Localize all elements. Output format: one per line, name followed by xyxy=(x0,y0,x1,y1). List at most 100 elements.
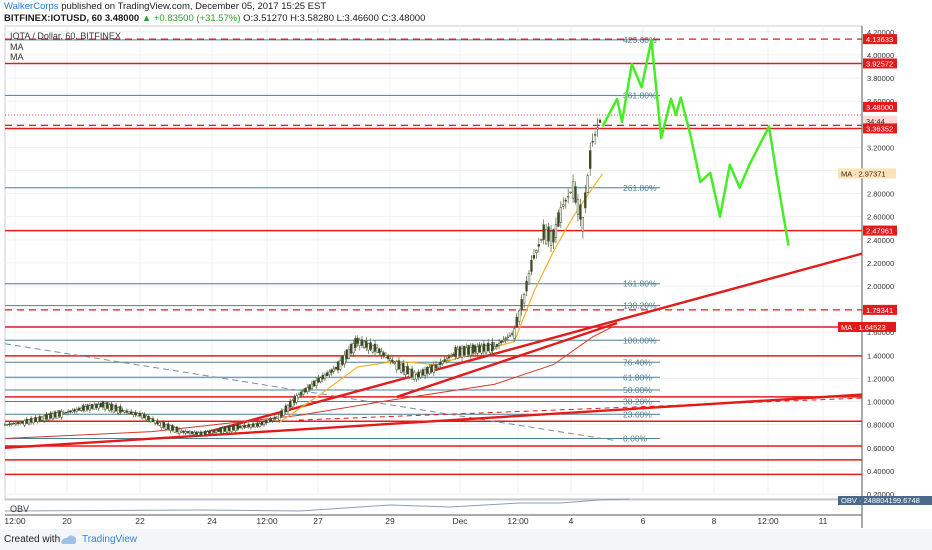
candle xyxy=(569,191,572,194)
candle xyxy=(423,369,427,376)
candle xyxy=(225,427,229,433)
candle xyxy=(34,417,37,422)
trendline xyxy=(396,321,618,399)
x-tick-label: 29 xyxy=(385,516,395,526)
candle xyxy=(382,352,385,356)
candle xyxy=(532,255,536,259)
candle xyxy=(210,430,213,434)
candle xyxy=(591,141,594,143)
candle xyxy=(584,192,587,209)
author-link[interactable]: WalkerCorps xyxy=(4,1,59,12)
candle xyxy=(247,424,250,428)
candle xyxy=(38,416,41,421)
candle xyxy=(112,405,115,413)
price-tag-label: MA · 2.97371 xyxy=(841,169,886,178)
candle xyxy=(371,344,374,353)
fib-label: 261.80% xyxy=(623,183,657,193)
candle xyxy=(574,186,577,203)
candle xyxy=(173,427,176,433)
candle xyxy=(217,429,220,432)
price-tag xyxy=(863,225,897,236)
candle xyxy=(506,336,509,339)
candle xyxy=(428,367,431,375)
price-tag xyxy=(863,58,897,69)
ohlc-values: O:3.51270 H:3.58280 L:3.46600 C:3.48000 xyxy=(243,13,426,24)
candle xyxy=(341,355,344,365)
x-tick-label: 4 xyxy=(569,516,574,526)
y-tick-label: 2.00000 xyxy=(867,282,894,291)
candle xyxy=(212,429,216,433)
candle xyxy=(306,387,309,392)
candle xyxy=(404,366,407,375)
candle xyxy=(223,426,226,432)
candle xyxy=(343,354,346,365)
candle xyxy=(497,342,501,346)
candle xyxy=(500,340,503,344)
candle xyxy=(347,349,351,359)
candle xyxy=(45,413,48,420)
price-tag xyxy=(863,101,897,112)
candle xyxy=(321,375,324,380)
candle xyxy=(154,420,157,424)
candle xyxy=(540,239,543,241)
fib-label: 38.20% xyxy=(623,397,652,407)
obv-tag-label: OBV · 248804199.6748 xyxy=(841,496,920,505)
candle xyxy=(525,281,528,292)
y-tick-label: 3.60000 xyxy=(867,97,894,106)
candle xyxy=(286,404,290,412)
candle xyxy=(467,345,470,355)
candle xyxy=(419,371,422,378)
tradingview-brand[interactable]: TradingView xyxy=(82,534,138,545)
candle xyxy=(58,410,61,417)
trendline xyxy=(200,252,863,436)
candle xyxy=(380,351,383,356)
candle xyxy=(559,207,562,223)
candle xyxy=(436,364,440,368)
candle xyxy=(71,410,74,413)
candle xyxy=(86,404,89,410)
candle xyxy=(204,431,207,435)
candle xyxy=(527,273,531,285)
candle xyxy=(378,348,381,353)
candle xyxy=(177,428,181,435)
candle xyxy=(473,345,477,353)
candle xyxy=(230,426,233,432)
candle xyxy=(156,420,159,424)
candle xyxy=(564,199,567,202)
price-tag xyxy=(838,168,896,179)
y-tick-label: 0.40000 xyxy=(867,467,894,476)
candle xyxy=(310,383,314,389)
candle xyxy=(108,404,111,411)
candle xyxy=(88,405,92,411)
candle xyxy=(489,344,492,354)
candle xyxy=(16,422,20,424)
candle xyxy=(221,428,224,434)
fib-label: 423.60% xyxy=(623,35,657,45)
candle xyxy=(463,345,466,356)
price-change: ▲ +0.83500 (+31.57%) xyxy=(141,13,241,24)
candle xyxy=(356,338,359,344)
candle xyxy=(160,422,163,429)
candle xyxy=(73,409,76,412)
candle xyxy=(260,421,263,426)
candle xyxy=(399,363,403,373)
candle xyxy=(265,420,268,424)
candle xyxy=(164,424,168,430)
candle xyxy=(280,410,283,417)
fib-label: 100.00% xyxy=(623,335,657,345)
candle xyxy=(576,199,580,215)
y-tick-label: 4.00000 xyxy=(867,51,894,60)
candle xyxy=(169,425,172,432)
candle xyxy=(465,347,468,357)
x-tick-label: 6 xyxy=(641,516,646,526)
candle xyxy=(14,422,18,425)
candle xyxy=(579,204,582,220)
candle xyxy=(458,346,462,356)
candle xyxy=(182,430,185,433)
candle xyxy=(542,224,545,240)
candle xyxy=(358,340,361,347)
candle xyxy=(369,342,372,350)
candle xyxy=(491,342,494,351)
price-chart[interactable]: 4.200004.000003.800003.600003.400003.200… xyxy=(0,0,932,529)
candle xyxy=(325,372,329,376)
